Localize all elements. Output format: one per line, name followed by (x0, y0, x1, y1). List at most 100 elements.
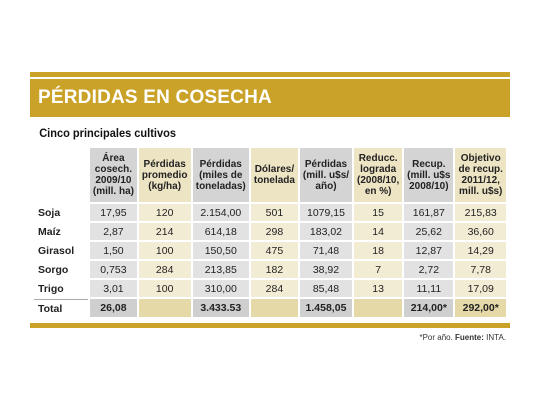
table-cell: 7,78 (455, 261, 506, 278)
column-header-line: (kg/ha) (148, 180, 182, 192)
column-header-line: Dólares/ (254, 164, 295, 175)
table-cell: 3.433.53 (192, 299, 249, 317)
column-header-line: cosech. (94, 164, 133, 175)
table-cell (138, 299, 191, 317)
row-label: Total (34, 299, 88, 317)
column-header-line: promedio (141, 169, 188, 181)
table-cell: 475 (251, 242, 298, 259)
table-cell: 14,29 (455, 242, 506, 259)
column-header-line: tonelada (253, 175, 295, 186)
column-header: Pérdidas (miles de toneladas) (192, 148, 249, 202)
column-header-line: (miles de (199, 169, 243, 181)
table-cell: 11,11 (404, 280, 454, 297)
table-cell: 214 (138, 223, 191, 240)
table-cell: 298 (251, 223, 298, 240)
table-cell: 17,09 (455, 280, 506, 297)
table-row: Girasol 1,50 100 150,50 475 71,48 18 12,87 14,29 (34, 242, 506, 259)
table-cell: 1079,15 (299, 204, 353, 221)
column-header: Dólares/tonelada (251, 148, 298, 202)
table-cell: 38,92 (299, 261, 353, 278)
column-header-line: (mill. u$s/ (302, 169, 350, 181)
table-cell: 100 (138, 242, 191, 259)
table-cell: 85,48 (299, 280, 353, 297)
column-header: Pérdidas (mill. u$s/año) (299, 148, 353, 202)
table-cell: 2,87 (90, 223, 137, 240)
total-row: Total 26,08 3.433.53 1.458,05 214,00* 292,00* (34, 299, 506, 317)
column-header-line: Recup. (412, 158, 446, 170)
note-source: INTA. (483, 333, 506, 342)
column-header-line: 2009/10 (95, 175, 132, 186)
table-cell (251, 299, 298, 317)
column-header-line: en %) (364, 186, 392, 197)
table-cell: 18 (354, 242, 403, 259)
column-header: Pérdidas promedio (kg/ha) (138, 148, 191, 202)
row-label: Soja (34, 204, 88, 221)
table-cell: 36,60 (455, 223, 506, 240)
table-row: Soja 17,95 120 2.154,00 501 1079,15 15 161,87 21… (34, 204, 506, 221)
column-header-line: Objetivo (460, 153, 501, 164)
column-header-line: mill. u$s) (459, 186, 503, 197)
table-cell: 17,95 (90, 204, 137, 221)
column-header-line: 2008/10) (409, 180, 449, 192)
column-header-line: Pérdidas (199, 158, 242, 170)
subtitle: Cinco principales cultivos (39, 126, 177, 140)
table-row: Maíz 2,87 214 614,18 298 183,02 14 25,62 36,60 (34, 223, 506, 240)
note-prefix: *Por año. (419, 333, 456, 342)
table-cell: 14 (354, 223, 403, 240)
table-cell: 25,62 (404, 223, 454, 240)
source-note: *Por año. Fuente: INTA. (30, 328, 510, 342)
table-cell: 614,18 (192, 223, 249, 240)
table-cell: 161,87 (404, 204, 454, 221)
row-label: Trigo (34, 280, 88, 297)
table-cell: 15 (354, 204, 403, 221)
table-body: Soja 17,95 120 2.154,00 501 1079,15 15 161,87 21… (34, 204, 506, 317)
row-label: Maíz (34, 223, 88, 240)
note-source-label: Fuente: (455, 333, 484, 342)
table-cell: 292,00* (455, 299, 506, 317)
table-row: Trigo 3,01 100 310,00 284 85,48 13 11,11 17,09 (34, 280, 506, 297)
column-header-line: toneladas) (195, 180, 246, 192)
column-header: Reducc. lograda (2008/10, en %) (354, 148, 403, 202)
table-cell (354, 299, 403, 317)
page-title: PÉRDIDAS EN COSECHA (30, 79, 510, 117)
column-header: Recup. (mill. u$s 2008/10) (404, 148, 454, 202)
crop-losses-table: Área cosech. 2009/10 (mill. ha) Pérdidas prom… (32, 146, 508, 319)
table-cell: 284 (138, 261, 191, 278)
table-cell: 182 (251, 261, 298, 278)
table-row: Sorgo 0,753 284 213,85 182 38,92 7 2,72 7,78 (34, 261, 506, 278)
row-label: Sorgo (34, 261, 88, 278)
column-header-line: Área (102, 153, 125, 164)
table-cell: 71,48 (299, 242, 353, 259)
column-header-line: Pérdidas (304, 158, 348, 170)
table-cell: 26,08 (90, 299, 137, 317)
table-cell: 3,01 (90, 280, 137, 297)
column-header: Área cosech. 2009/10 (mill. ha) (90, 148, 137, 202)
header-row: Área cosech. 2009/10 (mill. ha) Pérdidas prom… (34, 148, 506, 202)
table-cell: 0,753 (90, 261, 137, 278)
column-header-line: Reducc. (358, 153, 398, 164)
table-cell: 213,85 (192, 261, 249, 278)
column-header-line: lograda (360, 164, 397, 175)
table-cell: 501 (251, 204, 298, 221)
column-header-line: (2008/10, (357, 175, 400, 186)
table-cell: 120 (138, 204, 191, 221)
column-header-line: (mill. u$s (407, 169, 451, 181)
table-cell: 1,50 (90, 242, 137, 259)
row-label: Girasol (34, 242, 88, 259)
column-header-line: 2011/12, (461, 175, 500, 186)
column-header: Objetivo de recup. 2011/12, mill. u$s) (455, 148, 506, 202)
column-header-line: año) (315, 180, 337, 192)
top-accent-bar (30, 72, 510, 77)
table-cell: 183,02 (299, 223, 353, 240)
column-header-line: de recup. (458, 164, 503, 175)
corner-cell (34, 148, 88, 202)
column-header-line: Pérdidas (143, 158, 186, 170)
table-cell: 2,72 (404, 261, 454, 278)
table-cell: 13 (354, 280, 403, 297)
table-cell: 150,50 (192, 242, 249, 259)
column-header-line: (mill. ha) (92, 186, 134, 197)
table-cell: 100 (138, 280, 191, 297)
table-cell: 214,00* (404, 299, 454, 317)
table-cell: 310,00 (192, 280, 249, 297)
table-cell: 7 (354, 261, 403, 278)
